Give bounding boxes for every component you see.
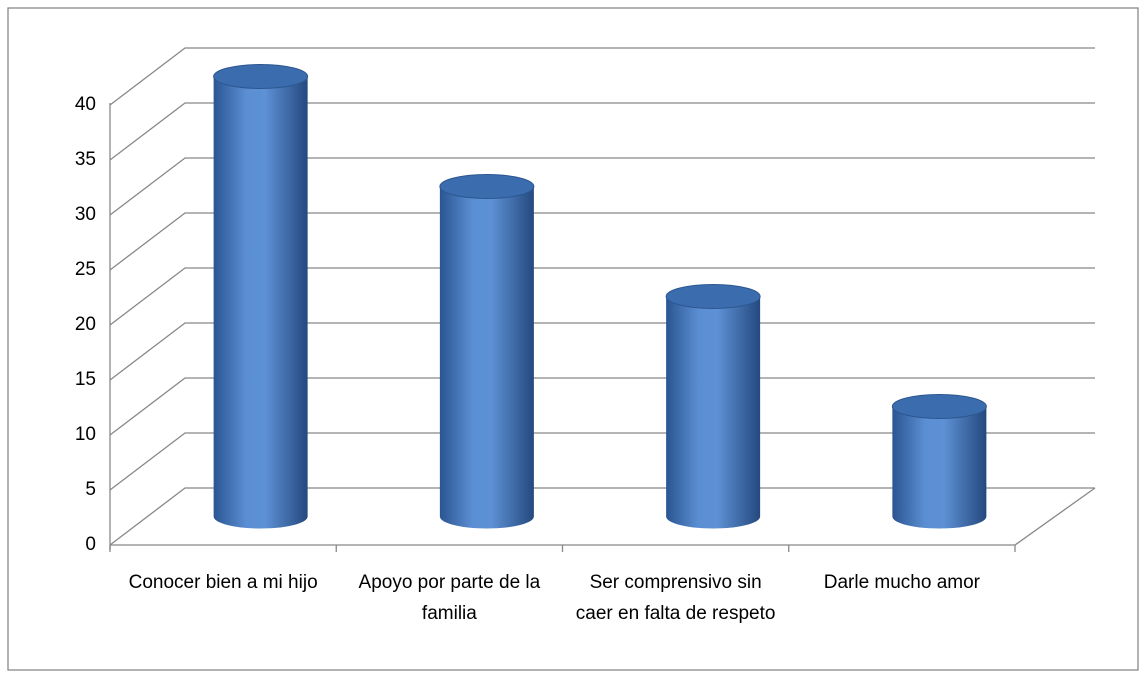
y-tick-label: 0: [85, 534, 96, 555]
y-tick-label: 20: [75, 314, 96, 335]
y-tick-label: 25: [75, 259, 96, 280]
grid-line: [109, 487, 1095, 546]
grid-line: [109, 432, 1095, 491]
bar: [666, 296, 761, 529]
label-line: Apoyo por parte de la: [359, 572, 541, 593]
bar: [892, 406, 987, 529]
grid-line: [109, 267, 1095, 326]
grid-line: [109, 212, 1095, 271]
chart-border: [7, 7, 1139, 671]
bar-top: [439, 174, 535, 199]
bar-top: [891, 394, 987, 419]
x-tick-label: Darle mucho amor: [824, 572, 981, 593]
label-line: Ser comprensivo sin: [590, 572, 762, 593]
grid-line: [109, 102, 1095, 161]
label-line: familia: [422, 603, 477, 624]
y-tick-label: 15: [75, 369, 96, 390]
y-tick-label: 35: [75, 149, 96, 170]
x-tick-label: Apoyo por parte de la familia: [359, 572, 541, 624]
bar: [439, 186, 534, 529]
grid: [109, 47, 1095, 546]
bar-top: [665, 284, 761, 309]
bar-top: [213, 64, 309, 89]
label-line: caer en falta de respeto: [576, 603, 776, 624]
y-tick-label: 40: [75, 94, 96, 115]
y-tick-label: 5: [85, 479, 96, 500]
y-tick-label: 10: [75, 424, 96, 445]
y-tick-label: 30: [75, 204, 96, 225]
x-tick-label: Ser comprensivo sin caer en falta de resp…: [576, 572, 776, 624]
grid-line: [109, 157, 1095, 216]
label-line: Darle mucho amor: [824, 572, 981, 593]
grid-line: [109, 47, 1095, 106]
grid-line: [109, 322, 1095, 381]
bar: [213, 76, 308, 529]
grid-line: [109, 377, 1095, 436]
x-tick-label: Conocer bien a mi hijo: [129, 572, 318, 593]
label-line: Conocer bien a mi hijo: [129, 572, 318, 593]
